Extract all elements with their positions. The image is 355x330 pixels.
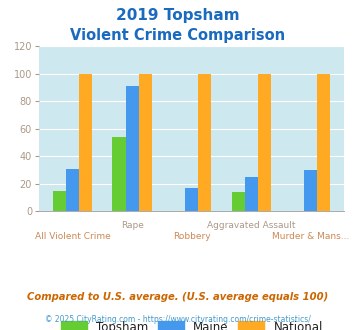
Text: © 2025 CityRating.com - https://www.cityrating.com/crime-statistics/: © 2025 CityRating.com - https://www.city…	[45, 315, 310, 324]
Bar	[139, 74, 152, 211]
Bar	[231, 192, 245, 211]
Bar	[304, 170, 317, 211]
Legend: Topsham, Maine, National: Topsham, Maine, National	[56, 316, 328, 330]
Bar	[126, 86, 139, 211]
Text: Robbery: Robbery	[173, 232, 211, 241]
Bar	[185, 188, 198, 211]
Text: Compared to U.S. average. (U.S. average equals 100): Compared to U.S. average. (U.S. average …	[27, 292, 328, 302]
Text: Aggravated Assault: Aggravated Assault	[207, 221, 295, 230]
Text: 2019 Topsham: 2019 Topsham	[116, 8, 239, 23]
Bar	[245, 177, 258, 211]
Text: Murder & Mans...: Murder & Mans...	[272, 232, 350, 241]
Bar	[317, 74, 331, 211]
Bar	[66, 169, 79, 211]
Bar	[79, 74, 92, 211]
Text: All Violent Crime: All Violent Crime	[35, 232, 110, 241]
Bar	[113, 137, 126, 211]
Bar	[258, 74, 271, 211]
Bar	[198, 74, 211, 211]
Text: Rape: Rape	[121, 221, 143, 230]
Text: Violent Crime Comparison: Violent Crime Comparison	[70, 28, 285, 43]
Bar	[53, 190, 66, 211]
